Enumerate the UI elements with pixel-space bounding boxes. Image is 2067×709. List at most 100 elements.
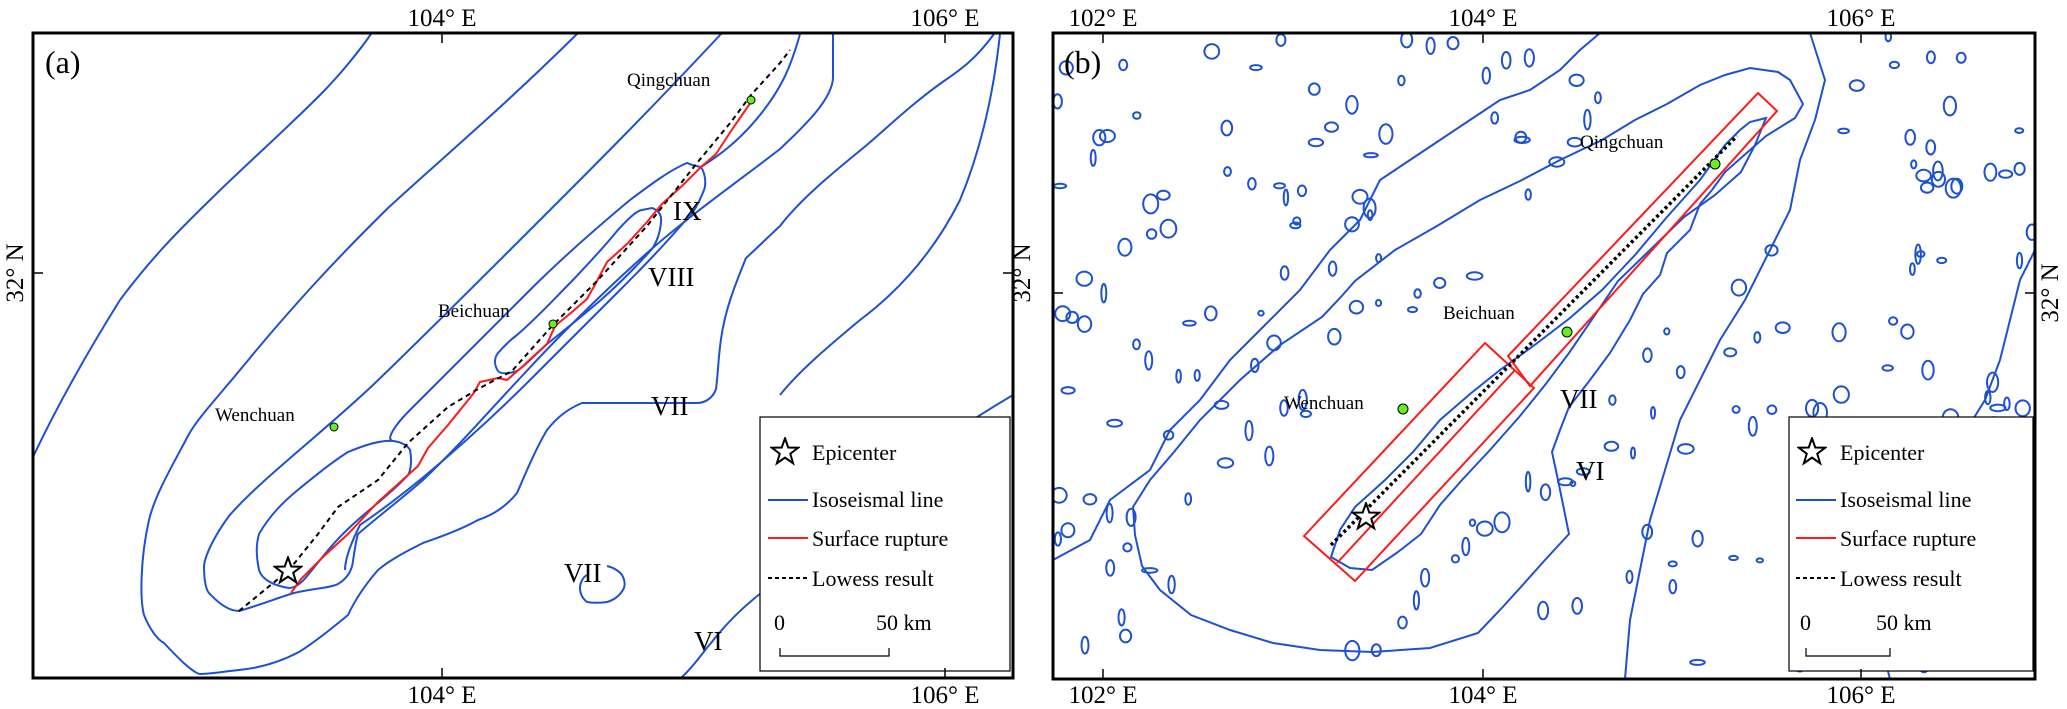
isoseismal-loop (1132, 338, 1141, 351)
isoseismal-loop (1942, 95, 1958, 117)
intensity-label: VI (1576, 456, 1605, 486)
isoseismal-loop (1223, 166, 1232, 177)
isoseismal-loop (1266, 334, 1282, 352)
isoseismal-loop (1832, 385, 1850, 404)
isoseismal-loop (1676, 443, 1695, 455)
isoseismal-loop (1344, 216, 1360, 233)
isoseismal-loop (1119, 628, 1133, 644)
isoseismal-loop (1100, 282, 1108, 304)
isoseismal-loop (1249, 64, 1263, 72)
isoseismal-loop (1884, 33, 1893, 43)
isoseismal-loop (1273, 182, 1286, 190)
isoseismal-loop (1608, 394, 1617, 406)
scale-start: 0 (1800, 610, 1811, 635)
isoseismal-loop (1774, 321, 1791, 335)
isoseismal-loop (1524, 188, 1532, 201)
scale-start: 0 (774, 610, 785, 635)
city-marker-wenchuan (329, 422, 339, 432)
panel-a: Qingchuan Beichuan Wenchuan IX VIII VII … (2, 5, 1036, 709)
isoseismal-loop (1220, 119, 1234, 137)
intensity-label: VII (651, 391, 688, 421)
isoseismal-loop (1837, 127, 1850, 135)
isoseismal-loop (1279, 265, 1290, 281)
isoseismal-loop (1909, 262, 1916, 276)
surface-rupture-rectangle (1506, 91, 1779, 388)
isoseismal-loop (1292, 216, 1302, 226)
isoseismal-loop (1583, 108, 1592, 131)
isoseismal-line (344, 33, 801, 571)
y-tick-label: 32° N (2, 243, 29, 302)
city-marker-beichuan (548, 319, 558, 329)
isoseismal-loop (1412, 590, 1421, 611)
isoseismal-loop (1327, 327, 1342, 346)
legend-epicenter-label: Epicenter (1840, 440, 1925, 465)
legend-isoseismal-label: Isoseismal line (1840, 487, 1971, 512)
axis-ticks (1053, 33, 2035, 679)
isoseismal-loop (1450, 554, 1461, 564)
isoseismal-loop (1513, 135, 1531, 144)
isoseismal-loop (1370, 643, 1382, 658)
isoseismal-loop (1257, 309, 1265, 317)
isoseismal-loop (1080, 635, 1090, 655)
x-tick-label: 106° E (1826, 5, 1895, 32)
isoseismal-loop (1117, 237, 1133, 257)
isoseismal-loop (1351, 188, 1369, 205)
isoseismal-loop (2014, 127, 2025, 134)
isoseismal-loop (1575, 467, 1591, 476)
isoseismal-loop (1060, 386, 1076, 395)
isoseismal-loop (1413, 288, 1422, 299)
city-marker-wenchuan (1397, 403, 1409, 415)
isoseismal-line (255, 439, 413, 590)
isoseismal-loop (1468, 518, 1477, 527)
isoseismal-loop (1156, 189, 1171, 201)
isoseismal-loop (1125, 507, 1137, 527)
isoseismal-loop (1282, 188, 1290, 207)
epicenter-star-icon (1351, 502, 1381, 530)
isoseismal-loop (1667, 560, 1678, 568)
intensity-label: VIII (648, 262, 694, 292)
axis-ticks (33, 33, 1013, 678)
isoseismal-line (1624, 33, 1827, 679)
isoseismal-loop (1650, 406, 1656, 420)
isoseismal-loop (1247, 177, 1257, 191)
city-label-wenchuan: Wenchuan (215, 405, 295, 426)
isoseismal-loop (1092, 129, 1107, 147)
isoseismal-loop (1060, 522, 1076, 539)
legend-epicenter-label: Epicenter (812, 440, 897, 465)
isoseismal-loop (1986, 371, 2000, 393)
isoseismal-loop (1998, 169, 2014, 179)
x-tick-label: 106° E (910, 5, 979, 32)
isoseismal-line (1329, 116, 1768, 572)
isoseismal-loop (1132, 111, 1142, 120)
isoseismal-loop (1490, 111, 1500, 125)
isoseismal-loop (1566, 136, 1583, 148)
isoseismal-loop (1753, 331, 1762, 344)
isoseismal-loop (1755, 557, 1765, 564)
isoseismal-loop (1250, 357, 1260, 373)
isoseismal-loop (1730, 278, 1748, 297)
isoseismal-loop (1932, 160, 1944, 182)
isoseismal-loop (1689, 658, 1706, 666)
isoseismal-loop (1363, 152, 1379, 159)
legend-isoseismal-label: Isoseismal line (812, 487, 943, 512)
scale-end: 50 km (1876, 610, 1932, 635)
isoseismal-line (202, 33, 834, 613)
panel-label: (b) (1064, 44, 1101, 80)
isoseismal-loop (1539, 483, 1552, 502)
city-label-qingchuan: Qingchuan (1580, 132, 1664, 153)
isoseismal-loop (1481, 66, 1492, 85)
x-tick-label: 104° E (407, 5, 476, 32)
isoseismal-loop (1182, 319, 1197, 327)
isoseismal-loop (1433, 277, 1447, 289)
isoseismal-loop (1728, 554, 1739, 562)
city-marker-qingchuan (1709, 158, 1721, 170)
scale-end: 50 km (876, 610, 932, 635)
isoseismal-loop (1106, 418, 1123, 428)
isoseismal-loop (1397, 74, 1406, 87)
isoseismal-loop (1465, 271, 1484, 281)
intensity-label: VI (694, 626, 723, 656)
isoseismal-line (494, 206, 663, 375)
isoseismal-loop (1089, 148, 1097, 167)
isoseismal-loop (1668, 579, 1678, 595)
